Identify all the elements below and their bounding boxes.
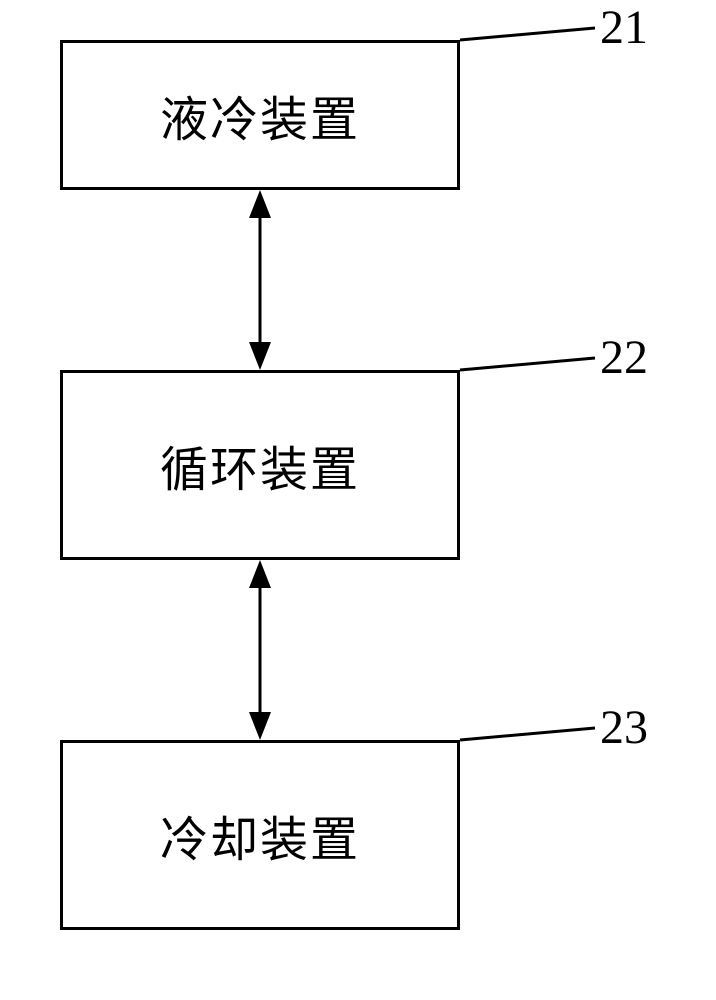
leader-line-23: [460, 728, 595, 740]
connector-2: [249, 560, 271, 740]
node-circulation-label: 循环装置: [160, 430, 360, 500]
node-cooling: 冷却装置: [60, 740, 460, 930]
connector-1: [249, 190, 271, 370]
ref-label-21: 21: [600, 0, 648, 55]
node-circulation: 循环装置: [60, 370, 460, 560]
node-cooling-label: 冷却装置: [160, 800, 360, 870]
node-liquid-cooling: 液冷装置: [60, 40, 460, 190]
node-liquid-cooling-label: 液冷装置: [160, 80, 360, 150]
leader-line-22: [460, 358, 595, 370]
diagram-canvas: 液冷装置 21 循环装置 22 冷却装置 23: [0, 0, 716, 1000]
ref-label-23: 23: [600, 700, 648, 755]
leader-line-21: [460, 28, 595, 40]
ref-label-22: 22: [600, 330, 648, 385]
